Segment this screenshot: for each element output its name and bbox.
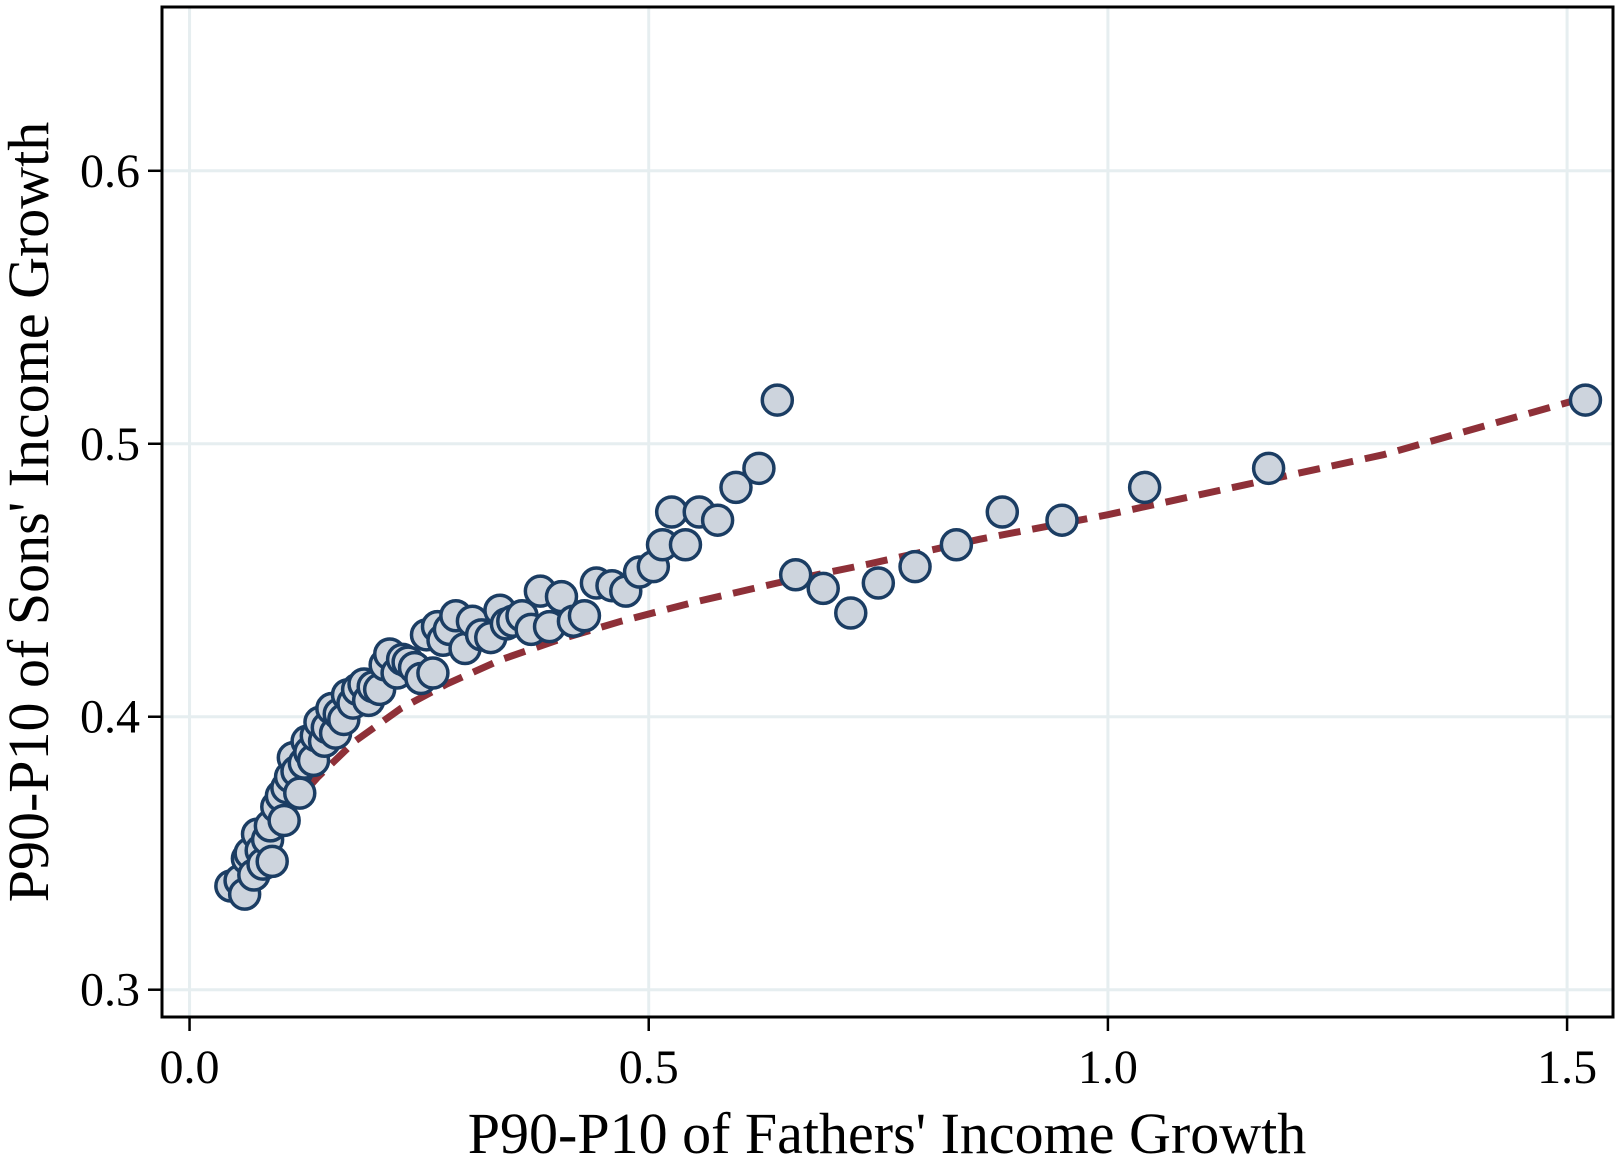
scatter-point (1127, 470, 1162, 505)
y-axis-title: P90-P10 of Sons' Income Growth (0, 122, 61, 903)
scatter-point (668, 528, 703, 562)
scatter-point (283, 776, 317, 810)
plot-frame (160, 5, 1615, 1019)
scatter-point (416, 656, 450, 690)
scatter-point (861, 566, 896, 600)
scatter-point (742, 451, 776, 486)
scatter-point (806, 571, 840, 606)
y-tick-label: 0.6 (80, 145, 140, 198)
scatter-point (760, 383, 795, 417)
y-tick-label: 0.4 (80, 691, 140, 744)
x-tick-label: 1.5 (1537, 1041, 1597, 1094)
scatter-point (778, 558, 813, 592)
scatter-point (654, 495, 689, 529)
scatter-point (567, 598, 602, 633)
scatter-points-layer (214, 383, 1603, 911)
scatter-point (834, 596, 868, 630)
scatter-point (1568, 383, 1603, 417)
x-tick-label: 0.0 (160, 1041, 220, 1094)
scatter-point (700, 503, 735, 537)
scatter-point (939, 528, 974, 562)
x-tick-label: 0.5 (619, 1041, 679, 1094)
tick-layer: 0.0 0.5 1.0 1.5 0.3 0.4 0.5 0.6 (80, 145, 1597, 1094)
scatter-point (1251, 451, 1286, 486)
y-tick-label: 0.3 (80, 964, 140, 1017)
y-tick-label: 0.5 (80, 418, 140, 471)
scatter-point (985, 495, 1020, 529)
x-axis-title: P90-P10 of Fathers' Income Growth (468, 1101, 1306, 1162)
scatter-point (898, 549, 932, 584)
scatter-point (1045, 503, 1079, 537)
scatter-point (255, 844, 289, 879)
scatter-point (719, 470, 753, 505)
grid-layer (162, 7, 1613, 1017)
x-tick-label: 1.0 (1078, 1041, 1138, 1094)
scatter-point (267, 803, 301, 838)
